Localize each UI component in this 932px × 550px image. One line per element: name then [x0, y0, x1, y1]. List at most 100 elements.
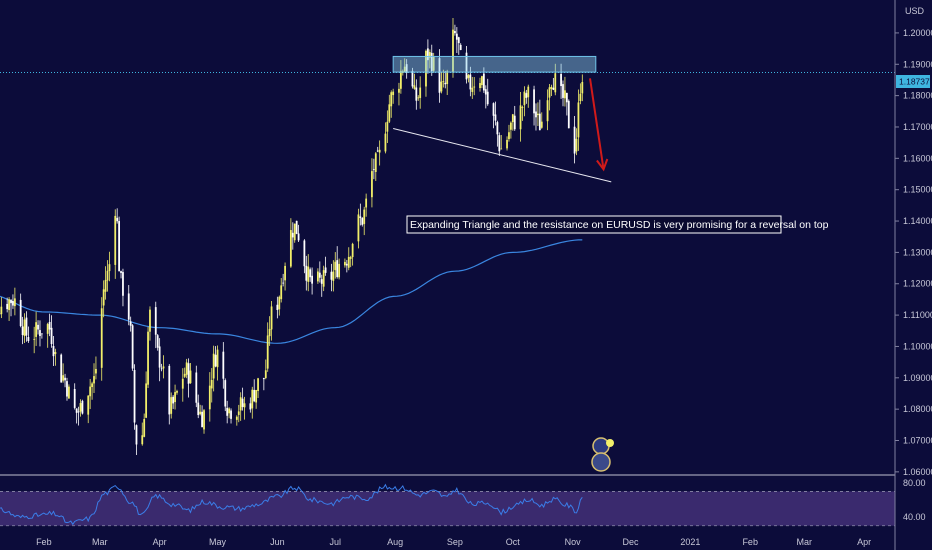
candle	[21, 316, 24, 345]
candle	[226, 400, 229, 424]
candle	[378, 140, 381, 166]
annotation: Expanding Triangle and the resistance on…	[406, 215, 829, 234]
candle	[455, 27, 458, 53]
rsi-levels	[0, 491, 895, 527]
candle	[481, 75, 483, 89]
y-tick-label: 1.14000	[903, 216, 932, 226]
candle	[46, 322, 49, 348]
down-arrow	[589, 78, 609, 172]
candle	[454, 24, 456, 36]
candle	[577, 89, 580, 151]
candle	[6, 297, 9, 313]
candle	[374, 151, 377, 181]
y-tick-label: 1.16000	[903, 153, 932, 163]
last-price-badge-box	[896, 75, 930, 88]
candle	[120, 270, 122, 279]
candle	[39, 320, 41, 347]
x-tick-label: Feb	[742, 537, 758, 547]
candle	[116, 208, 119, 224]
x-tick-label: Aug	[387, 537, 403, 547]
candle	[195, 365, 198, 408]
x-tick-label: Sep	[447, 537, 463, 547]
candle	[133, 364, 136, 430]
candle	[398, 82, 400, 106]
candle	[303, 239, 306, 274]
y-tick-label: 1.18000	[903, 91, 932, 101]
candle	[384, 122, 387, 154]
candle	[197, 394, 200, 419]
candle	[316, 268, 319, 284]
candle	[496, 120, 499, 147]
candle	[546, 89, 549, 131]
candle	[388, 94, 391, 123]
candle	[249, 397, 252, 413]
candle	[131, 324, 134, 371]
candle	[345, 259, 348, 273]
candle	[284, 262, 286, 291]
candle	[322, 265, 325, 292]
candle	[280, 278, 283, 303]
candle	[276, 296, 279, 319]
candle	[224, 378, 227, 412]
candle	[255, 389, 258, 409]
candle	[262, 377, 265, 391]
candle	[334, 252, 337, 279]
candle	[537, 102, 539, 126]
candle	[12, 294, 14, 309]
candle	[307, 254, 310, 292]
candle	[336, 246, 339, 279]
y-tick-label: 1.12000	[903, 279, 932, 289]
candle	[95, 356, 97, 380]
candle	[189, 362, 192, 384]
candle	[114, 209, 117, 279]
candle	[170, 392, 173, 419]
candle	[37, 320, 39, 335]
x-axis: Feb Mar Apr May Jun Jul Aug Sep Oct Nov Dec 2021 Feb…	[36, 537, 871, 547]
candle	[210, 368, 213, 403]
candle	[467, 73, 470, 83]
candle	[282, 273, 285, 287]
candle	[104, 266, 107, 300]
price-pane	[0, 18, 895, 455]
candle	[386, 110, 389, 143]
candle	[268, 316, 271, 346]
candle	[8, 297, 10, 321]
candle	[212, 345, 215, 392]
candle	[295, 220, 298, 235]
candle	[527, 84, 530, 108]
x-tick-label: May	[209, 537, 227, 547]
candle	[405, 59, 408, 79]
candle	[446, 69, 449, 96]
candle	[573, 116, 576, 164]
candle	[540, 112, 543, 129]
candle	[289, 218, 292, 268]
rsi-tick-label: 40.00	[903, 512, 926, 522]
candle	[129, 316, 132, 332]
annotation-text: Expanding Triangle and the resistance on…	[410, 219, 829, 231]
candle	[554, 63, 557, 96]
candle	[156, 334, 159, 351]
candle	[181, 368, 184, 402]
candle	[185, 358, 188, 379]
candle	[452, 18, 454, 78]
candle	[145, 371, 148, 419]
candle	[419, 76, 422, 109]
rsi-pane	[0, 474, 895, 527]
x-tick-label: Feb	[36, 537, 52, 547]
y-tick-label: 1.19000	[903, 59, 932, 69]
candle	[154, 301, 157, 349]
candle	[149, 306, 151, 341]
candle	[122, 268, 124, 307]
candle	[440, 71, 443, 94]
y-tick-label: 1.11000	[903, 310, 932, 320]
candle	[77, 406, 80, 426]
candle	[324, 256, 327, 276]
y-tick-label: 1.06000	[903, 467, 932, 477]
candle	[548, 83, 551, 111]
candle	[565, 92, 568, 116]
candle	[243, 396, 246, 420]
candle	[509, 121, 512, 139]
candle	[459, 43, 462, 51]
candles	[0, 18, 584, 455]
